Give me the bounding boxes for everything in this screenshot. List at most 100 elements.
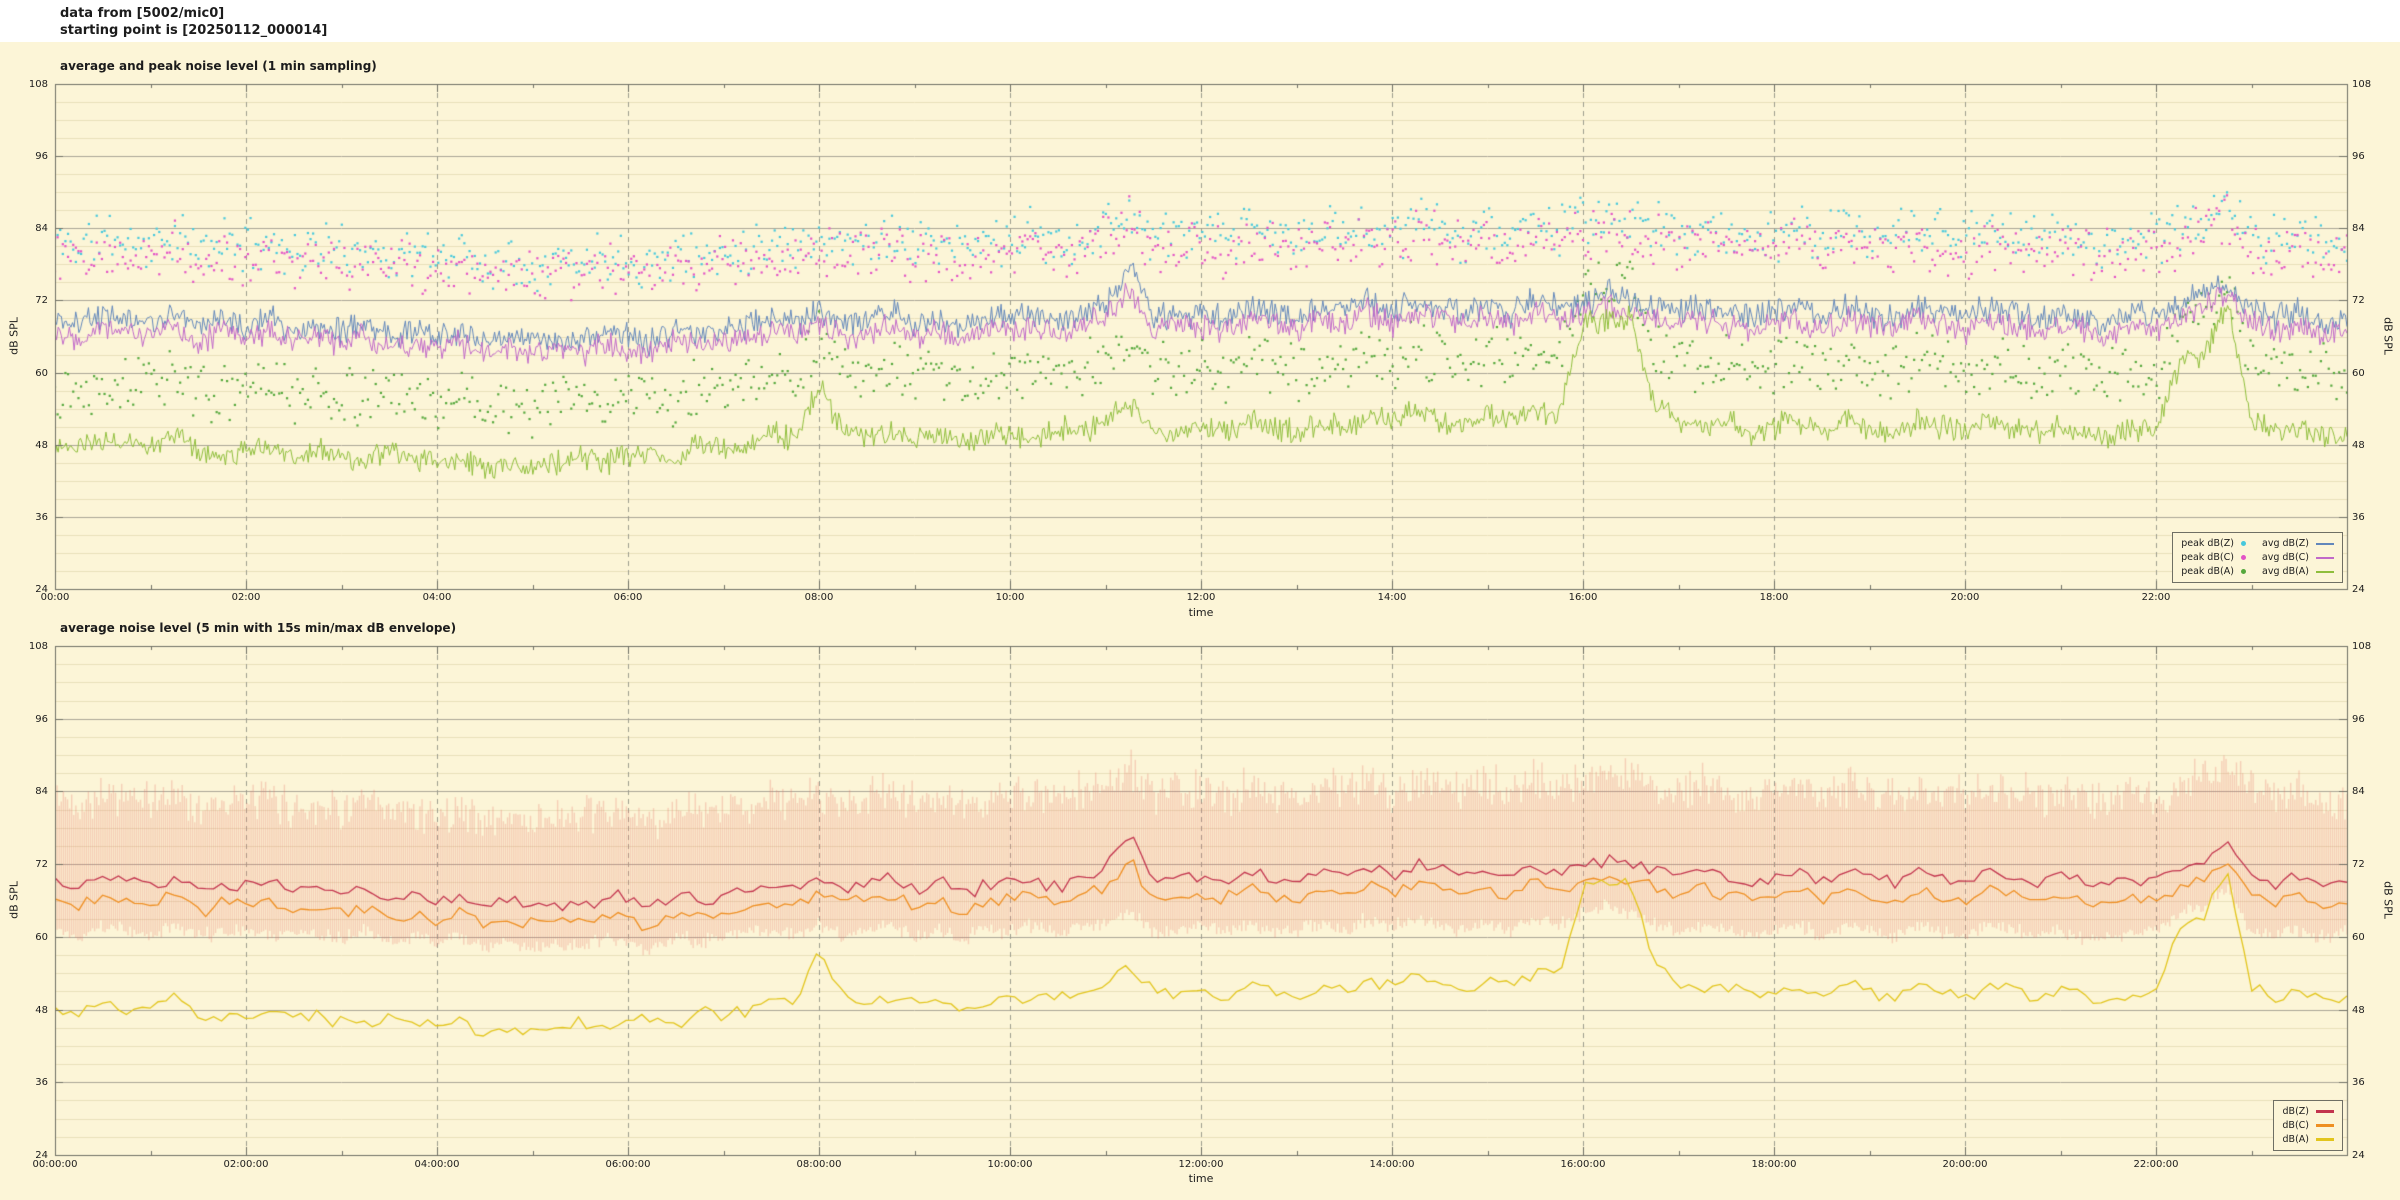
legend-line-marker <box>2316 556 2334 559</box>
y-tick-label-left: 84 <box>35 786 48 798</box>
y-tick-label-left: 60 <box>35 367 48 379</box>
legend-dot-marker <box>2240 555 2246 560</box>
legend-label: dB(C) <box>2282 1120 2309 1131</box>
legend-dot-marker <box>2240 569 2246 574</box>
chart2-legend: dB(Z) dB(C) dB(A) <box>2273 1100 2343 1151</box>
y-tick-label-right: 108 <box>2352 641 2372 652</box>
x-tick-label: 02:00 <box>231 592 261 603</box>
chart1-xlabel: time <box>1188 606 1214 619</box>
chart2-title: average noise level (5 min with 15s min/… <box>60 621 457 635</box>
legend-entry: peak dB(A) <box>2181 566 2246 577</box>
chart1-title: average and peak noise level (1 min samp… <box>60 59 377 73</box>
y-tick-label-right: 60 <box>2352 931 2365 943</box>
header-starting-point: starting point is [20250112_000014] <box>60 23 328 38</box>
legend-entry: dB(C) <box>2282 1120 2334 1131</box>
legend-label: dB(A) <box>2282 1134 2309 1145</box>
x-tick-label: 22:00:00 <box>2133 1159 2179 1170</box>
y-tick-label-left: 72 <box>35 295 48 307</box>
legend-dot-marker <box>2240 541 2246 546</box>
legend-entry: avg dB(C) <box>2262 552 2334 563</box>
x-tick-label: 18:00:00 <box>1751 1159 1797 1170</box>
y-tick-label-right: 36 <box>2352 1077 2365 1089</box>
x-tick-label: 10:00:00 <box>987 1159 1033 1170</box>
y-tick-label-left: 108 <box>28 79 48 90</box>
y-tick-label-right: 84 <box>2352 223 2365 235</box>
x-tick-label: 12:00:00 <box>1178 1159 1224 1170</box>
legend-entry: dB(A) <box>2282 1134 2334 1145</box>
x-tick-label: 08:00:00 <box>796 1159 842 1170</box>
legend-label: avg dB(Z) <box>2262 538 2309 549</box>
legend-label: avg dB(C) <box>2261 552 2309 563</box>
x-tick-label: 06:00:00 <box>605 1159 651 1170</box>
legend-line-marker <box>2316 1138 2334 1141</box>
x-tick-label: 06:00 <box>613 592 643 603</box>
y-tick-label-right: 48 <box>2352 439 2365 451</box>
x-tick-label: 04:00:00 <box>414 1159 460 1170</box>
y-tick-label-right: 60 <box>2352 367 2365 379</box>
x-tick-label: 10:00 <box>995 592 1025 603</box>
x-tick-label: 20:00:00 <box>1942 1159 1988 1170</box>
legend-column: avg dB(Z) avg dB(C) avg dB(A) <box>2262 538 2334 577</box>
y-tick-label-right: 108 <box>2352 79 2372 90</box>
y-tick-label-left: 60 <box>35 931 48 943</box>
y-tick-label-left: 24 <box>35 1150 48 1161</box>
legend-label: peak dB(C) <box>2181 552 2234 563</box>
y-tick-label-right: 96 <box>2352 151 2365 163</box>
legend-entry: avg dB(Z) <box>2262 538 2334 549</box>
x-tick-label: 12:00 <box>1186 592 1216 603</box>
x-tick-label: 16:00 <box>1568 592 1598 603</box>
x-tick-label: 04:00 <box>422 592 452 603</box>
header-bar: data from [5002/mic0] starting point is … <box>0 0 2400 42</box>
legend-entry: dB(Z) <box>2282 1106 2334 1117</box>
x-tick-label: 00:00 <box>40 592 70 603</box>
y-tick-label-right: 72 <box>2352 295 2365 307</box>
legend-label: peak dB(Z) <box>2181 538 2234 549</box>
y-tick-label-right: 24 <box>2352 584 2365 595</box>
y-tick-label-right: 48 <box>2352 1004 2365 1016</box>
legend-line-marker <box>2316 1110 2334 1113</box>
y-tick-label-right: 24 <box>2352 1150 2365 1161</box>
chart2-ylabel-left: dB SPL <box>7 881 21 919</box>
header-data-source: data from [5002/mic0] <box>60 6 225 21</box>
chart1-ylabel-left: dB SPL <box>7 317 21 355</box>
y-tick-label-right: 84 <box>2352 786 2365 798</box>
chart2-ylabel-right: dB SPL <box>2381 881 2395 919</box>
legend-line-marker <box>2316 570 2334 573</box>
y-tick-label-left: 36 <box>35 511 48 523</box>
x-tick-label: 00:00:00 <box>32 1159 78 1170</box>
legend-line-marker <box>2316 1124 2334 1127</box>
legend-column: peak dB(Z) peak dB(C) peak dB(A) <box>2181 538 2246 577</box>
y-tick-label-left: 24 <box>35 584 48 595</box>
y-tick-label-right: 96 <box>2352 713 2365 725</box>
legend-entry: peak dB(Z) <box>2181 538 2246 549</box>
y-tick-label-left: 36 <box>35 1077 48 1089</box>
x-tick-label: 14:00:00 <box>1369 1159 1415 1170</box>
legend-line-marker <box>2316 542 2334 545</box>
legend-label: avg dB(A) <box>2262 566 2309 577</box>
legend-label: peak dB(A) <box>2181 566 2234 577</box>
chart1-ylabel-right: dB SPL <box>2381 317 2395 355</box>
chart1-legend: peak dB(Z) peak dB(C) peak dB(A) avg dB(Z) a… <box>2172 532 2343 583</box>
x-tick-label: 02:00:00 <box>223 1159 269 1170</box>
y-tick-label-left: 96 <box>35 151 48 163</box>
x-tick-label: 14:00 <box>1377 592 1407 603</box>
x-tick-label: 16:00:00 <box>1560 1159 1606 1170</box>
y-tick-label-left: 48 <box>35 1004 48 1016</box>
y-tick-label-left: 72 <box>35 859 48 871</box>
y-tick-label-right: 72 <box>2352 859 2365 871</box>
y-tick-label-left: 108 <box>28 641 48 652</box>
y-tick-label-left: 84 <box>35 223 48 235</box>
y-tick-label-left: 48 <box>35 439 48 451</box>
x-tick-label: 18:00 <box>1759 592 1789 603</box>
chart2-xlabel: time <box>1188 1172 1214 1185</box>
legend-label: dB(Z) <box>2282 1106 2309 1117</box>
y-tick-label-left: 96 <box>35 713 48 725</box>
y-tick-label-right: 36 <box>2352 511 2365 523</box>
x-tick-label: 22:00 <box>2141 592 2171 603</box>
x-tick-label: 20:00 <box>1950 592 1980 603</box>
legend-entry: peak dB(C) <box>2181 552 2246 563</box>
legend-column: dB(Z) dB(C) dB(A) <box>2282 1106 2334 1145</box>
x-tick-label: 08:00 <box>804 592 834 603</box>
